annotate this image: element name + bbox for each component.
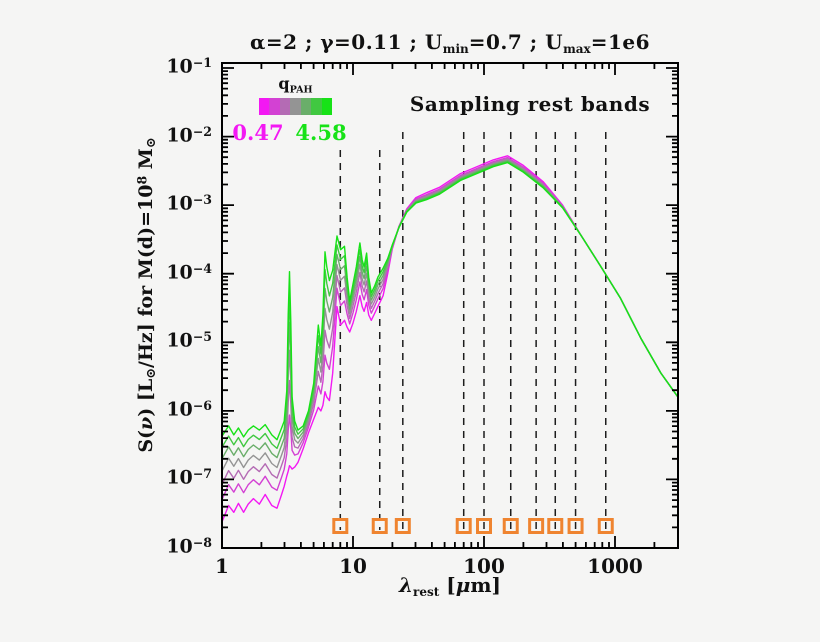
y-tick-label: 10−5 — [166, 329, 212, 352]
y-tick-label: 10−4 — [166, 260, 212, 284]
legend-swatch — [259, 98, 270, 115]
band-marker-square — [476, 518, 492, 534]
band-marker-square — [371, 518, 388, 534]
y-tick-label: 10−6 — [166, 397, 212, 421]
plot-title: α=2 ; γ=0.11 ; Umin=0.7 ; Umax=1e6 — [249, 30, 651, 57]
axis-ticks — [221, 63, 678, 549]
plot-frame — [221, 62, 679, 549]
y-tick-label: 10−7 — [166, 466, 212, 490]
legend-min-value: 0.47 — [232, 120, 284, 145]
legend-qpah-label: qPAH — [278, 74, 313, 96]
legend-swatch — [290, 98, 301, 115]
y-tick-label: 10−1 — [166, 55, 212, 78]
band-marker-square — [567, 518, 584, 534]
band-marker-square — [502, 518, 519, 534]
legend-colorbar — [259, 98, 332, 115]
x-tick-label: 1000 — [587, 554, 643, 578]
y-tick-label: 10−8 — [166, 534, 212, 558]
sed-curve-qpah-3.19 — [221, 160, 679, 460]
x-tick-label: 100 — [463, 554, 505, 578]
legend-swatch — [269, 98, 280, 115]
band-marker-square — [528, 518, 545, 534]
legend-swatch — [300, 98, 312, 115]
sed-curve-qpah-1.77 — [221, 158, 679, 485]
x-tick-label: 10 — [339, 554, 367, 578]
legend-max-value: 4.58 — [295, 120, 347, 145]
legend-swatch — [279, 98, 291, 115]
sed-curve-qpah-2.5 — [221, 159, 679, 472]
legend-swatch — [311, 98, 322, 115]
sed-curve-qpah-1.12 — [221, 156, 679, 500]
y-tick-label: 10−3 — [166, 192, 212, 215]
band-marker-square — [455, 518, 472, 534]
sampling-rest-bands-label: Sampling rest bands — [409, 92, 651, 116]
legend-swatch — [321, 98, 332, 115]
sed-curve-qpah-4.58 — [221, 161, 679, 441]
band-marker-square — [332, 518, 349, 534]
band-marker-square — [547, 518, 564, 534]
x-axis-label: λrest [μm] — [399, 573, 501, 600]
x-tick-label: 1 — [215, 554, 229, 578]
sed-curve-qpah-0.47 — [221, 155, 679, 523]
y-tick-label: 10−2 — [166, 123, 212, 147]
band-marker-square — [597, 518, 614, 534]
band-marker-square — [394, 518, 411, 534]
